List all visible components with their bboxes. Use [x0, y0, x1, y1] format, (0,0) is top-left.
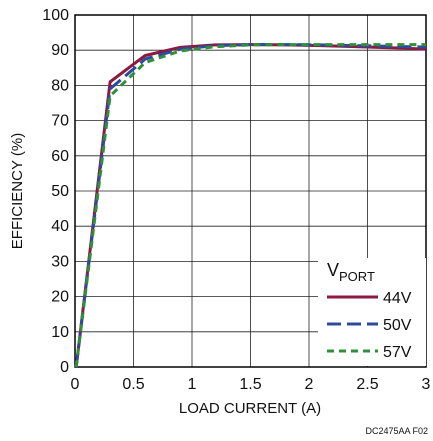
y-tick-label: 40 — [51, 218, 69, 235]
x-tick-label: 2.5 — [356, 376, 378, 393]
legend-title-subscript: PORT — [339, 269, 375, 284]
legend-title-main: V — [327, 260, 339, 280]
y-tick-label: 60 — [51, 148, 69, 165]
y-axis-label: EFFICIENCY (%) — [9, 133, 26, 249]
series-lines — [74, 43, 427, 368]
series-line-57v — [74, 43, 426, 368]
y-tick-label: 20 — [51, 289, 69, 306]
y-tick-labels: 0 10 20 30 40 50 60 70 80 90 100 — [42, 7, 69, 376]
legend-label-57v: 57V — [383, 344, 412, 361]
x-tick-label: 0.5 — [122, 376, 144, 393]
x-tick-label: 1.5 — [239, 376, 261, 393]
x-tick-label: 0 — [71, 376, 80, 393]
y-tick-label: 30 — [51, 253, 69, 270]
x-tick-label: 2 — [305, 376, 314, 393]
y-tick-label: 90 — [51, 42, 69, 59]
legend-background — [318, 258, 426, 366]
y-tick-label: 10 — [51, 324, 69, 341]
y-tick-label: 100 — [42, 7, 69, 24]
legend-label-44v: 44V — [383, 290, 412, 307]
y-tick-label: 70 — [51, 113, 69, 130]
legend: VPORT 44V 50V 57V — [318, 258, 426, 366]
legend-label-50v: 50V — [383, 317, 412, 334]
y-tick-label: 50 — [51, 183, 69, 200]
figure-code: DC2475AA F02 — [365, 426, 428, 436]
legend-items: 44V 50V 57V — [327, 290, 412, 361]
x-axis-label: LOAD CURRENT (A) — [179, 400, 321, 417]
legend-title: VPORT — [327, 260, 375, 284]
x-tick-labels: 0 0.5 1 1.5 2 2.5 3 — [71, 376, 431, 393]
x-tick-label: 3 — [422, 376, 431, 393]
y-tick-label: 0 — [60, 359, 69, 376]
y-tick-label: 80 — [51, 77, 69, 94]
x-tick-label: 1 — [188, 376, 197, 393]
plot-frame — [74, 14, 427, 368]
